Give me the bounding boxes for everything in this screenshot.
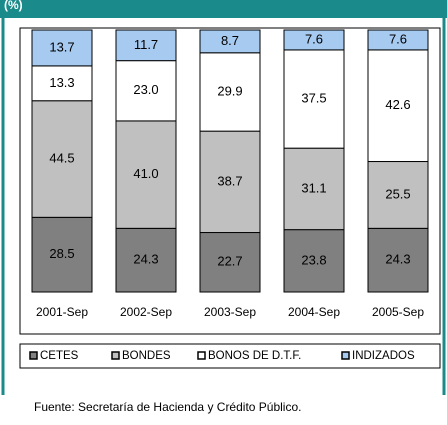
x-tick-label: 2005-Sep: [372, 305, 424, 319]
legend-swatch: [341, 351, 350, 360]
bar-segment: [199, 29, 261, 54]
bar-segment: [115, 227, 177, 293]
plot-frame: [19, 27, 441, 335]
data-label: 38.7: [217, 173, 242, 188]
legend-label: BONOS DE D.T.F.: [208, 350, 301, 362]
data-label: 8.7: [221, 33, 239, 48]
bar-segment: [199, 52, 261, 132]
data-label: 22.7: [217, 254, 242, 269]
data-label: 29.9: [217, 83, 242, 98]
bar-segment: [367, 227, 429, 293]
source-note: Fuente: Secretaría de Hacienda y Crédito…: [34, 400, 301, 414]
x-tick-label: 2003-Sep: [204, 305, 256, 319]
legend-swatch: [111, 351, 120, 360]
bar-segment: [31, 29, 93, 67]
data-label: 44.5: [49, 150, 74, 165]
data-label: 11.7: [134, 37, 158, 52]
legend-label: INDIZADOS: [352, 350, 415, 362]
data-label: 13.7: [49, 39, 74, 54]
bar-segment: [367, 29, 429, 51]
legend-swatch: [29, 351, 38, 360]
x-tick-label: 2002-Sep: [120, 305, 172, 319]
data-label: 31.1: [301, 180, 326, 195]
data-label: 23.0: [133, 82, 158, 97]
bar-segment: [283, 49, 345, 149]
bar-segment: [367, 161, 429, 229]
bar-segment: [199, 232, 261, 293]
bar-segment: [31, 100, 93, 218]
data-label: 7.6: [389, 31, 407, 46]
data-label: 7.6: [305, 31, 323, 46]
data-label: 25.5: [385, 186, 410, 201]
data-label: 37.5: [301, 90, 326, 105]
bar-segment: [115, 29, 177, 62]
bar-segment: [115, 60, 177, 122]
legend-label: BONDES: [122, 350, 171, 362]
data-label: 41.0: [133, 166, 158, 181]
bar-segment: [367, 49, 429, 163]
bar-segment: [31, 65, 93, 102]
data-label: 28.5: [49, 246, 74, 261]
legend-frame: [19, 343, 441, 369]
bar-segment: [31, 216, 93, 293]
header-band: [0, 0, 447, 18]
chart-subtitle: (%): [4, 0, 23, 12]
x-tick-label: 2004-Sep: [288, 305, 340, 319]
bar-segment: [283, 29, 345, 51]
data-label: 24.3: [385, 252, 410, 267]
data-label: 13.3: [49, 75, 74, 90]
x-tick-label: 2001-Sep: [36, 305, 88, 319]
bar-segment: [283, 147, 345, 231]
data-label: 24.3: [133, 252, 158, 267]
data-label: 23.8: [301, 252, 326, 267]
legend-swatch: [197, 351, 206, 360]
bar-segment: [283, 229, 345, 293]
bar-segment: [115, 120, 177, 229]
data-label: 42.6: [385, 97, 410, 112]
bar-segment: [199, 130, 261, 234]
legend-label: CETES: [40, 350, 79, 362]
